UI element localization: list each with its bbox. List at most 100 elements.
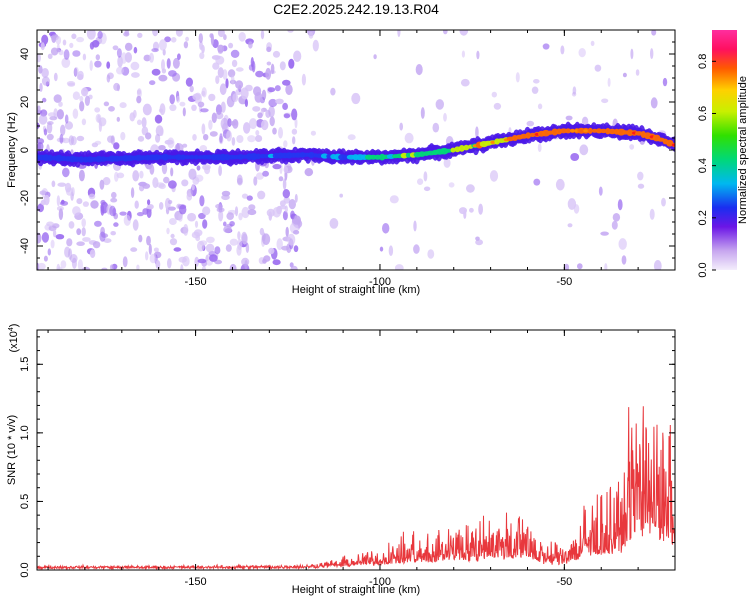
- noise-speckle: [79, 95, 84, 102]
- noise-speckle: [72, 91, 80, 100]
- noise-speckle: [279, 200, 286, 207]
- y-tick-label: 1.5: [19, 357, 31, 372]
- noise-speckle: [179, 101, 186, 107]
- noise-speckle: [113, 222, 119, 227]
- noise-speckle: [37, 138, 45, 145]
- spectrogram-panel: -150 -100 -50 -40 -20 0 20 40 Height of straigh…: [6, 29, 676, 296]
- noise-speckle: [88, 193, 96, 200]
- noise-speckle: [155, 260, 161, 269]
- noise-speckle: [76, 198, 83, 205]
- noise-speckle: [399, 122, 404, 131]
- noise-speckle: [225, 244, 232, 252]
- noise-speckle: [138, 234, 143, 243]
- noise-speckle: [248, 118, 258, 130]
- noise-speckle: [124, 30, 129, 36]
- noise-speckle: [134, 200, 139, 209]
- noise-speckle: [161, 162, 168, 175]
- noise-speckle: [65, 187, 74, 196]
- noise-speckle: [282, 210, 288, 221]
- noise-speckle: [537, 103, 543, 110]
- noise-speckle: [160, 128, 164, 136]
- noise-speckle: [252, 106, 261, 112]
- noise-speckle: [173, 247, 182, 252]
- x-tick-label: -50: [556, 276, 572, 288]
- noise-speckle: [272, 163, 282, 170]
- noise-speckle: [145, 251, 149, 261]
- noise-speckle: [493, 102, 502, 110]
- noise-speckle: [60, 124, 66, 136]
- y-tick-label: -20: [19, 190, 31, 206]
- noise-speckle: [564, 263, 570, 270]
- noise-speckle: [136, 95, 142, 104]
- noise-speckle: [110, 231, 116, 236]
- noise-speckle: [208, 93, 216, 102]
- noise-speckle: [187, 212, 197, 222]
- ridge-core: [100, 156, 107, 162]
- noise-speckle: [653, 260, 662, 270]
- noise-speckle: [241, 206, 250, 219]
- noise-speckle: [278, 176, 284, 182]
- noise-speckle: [177, 53, 181, 60]
- noise-speckle: [167, 206, 176, 211]
- noise-speckle: [197, 258, 207, 264]
- ridge-core: [125, 155, 135, 162]
- noise-speckle: [131, 72, 140, 78]
- noise-speckle: [168, 180, 177, 189]
- noise-speckle: [294, 117, 298, 129]
- ridge-core: [600, 128, 607, 134]
- noise-speckle: [225, 78, 229, 89]
- noise-speckle: [47, 248, 51, 256]
- noise-speckle: [142, 103, 152, 116]
- noise-speckle: [489, 170, 499, 182]
- noise-speckle: [136, 89, 142, 95]
- noise-speckle: [274, 85, 281, 92]
- noise-speckle: [170, 233, 175, 239]
- noise-speckle: [64, 114, 69, 124]
- noise-speckle: [227, 118, 232, 128]
- noise-speckle: [46, 221, 54, 227]
- noise-speckle: [43, 128, 48, 136]
- noise-speckle: [491, 91, 497, 98]
- noise-speckle: [58, 49, 64, 56]
- noise-speckle: [210, 33, 214, 46]
- noise-speckle: [181, 179, 189, 187]
- noise-speckle: [182, 255, 190, 267]
- noise-speckle: [124, 52, 132, 63]
- noise-speckle: [68, 135, 75, 146]
- noise-speckle: [219, 133, 223, 144]
- snr-exponent-power: 4: [8, 327, 15, 331]
- noise-speckle: [168, 70, 177, 77]
- noise-speckle: [404, 132, 414, 144]
- noise-speckle: [192, 93, 201, 101]
- noise-speckle: [169, 104, 177, 112]
- noise-speckle: [272, 127, 277, 135]
- noise-speckle: [443, 112, 447, 122]
- noise-speckle: [82, 201, 89, 207]
- noise-speckle: [232, 93, 239, 103]
- noise-speckle: [169, 218, 177, 225]
- noise-speckle: [417, 178, 424, 185]
- noise-speckle: [310, 130, 316, 136]
- noise-speckle: [112, 207, 117, 217]
- noise-speckle: [82, 266, 91, 270]
- noise-speckle: [58, 101, 63, 107]
- noise-speckle: [212, 62, 220, 70]
- noise-speckle: [293, 230, 300, 235]
- noise-speckle: [76, 228, 82, 236]
- noise-speckle: [241, 193, 249, 199]
- noise-speckle: [37, 53, 41, 63]
- noise-speckle: [56, 109, 64, 120]
- noise-speckle: [460, 78, 470, 87]
- ridge-peak: [583, 129, 589, 133]
- noise-speckle: [253, 176, 258, 186]
- noise-speckle: [217, 30, 225, 38]
- noise-speckle: [229, 263, 237, 270]
- noise-speckle: [202, 206, 211, 216]
- ridge-core: [587, 127, 593, 134]
- noise-speckle: [260, 30, 265, 40]
- noise-speckle: [53, 108, 58, 119]
- noise-speckle: [94, 140, 102, 145]
- noise-speckle: [95, 113, 102, 123]
- noise-speckle: [76, 135, 85, 142]
- noise-speckle: [62, 167, 70, 178]
